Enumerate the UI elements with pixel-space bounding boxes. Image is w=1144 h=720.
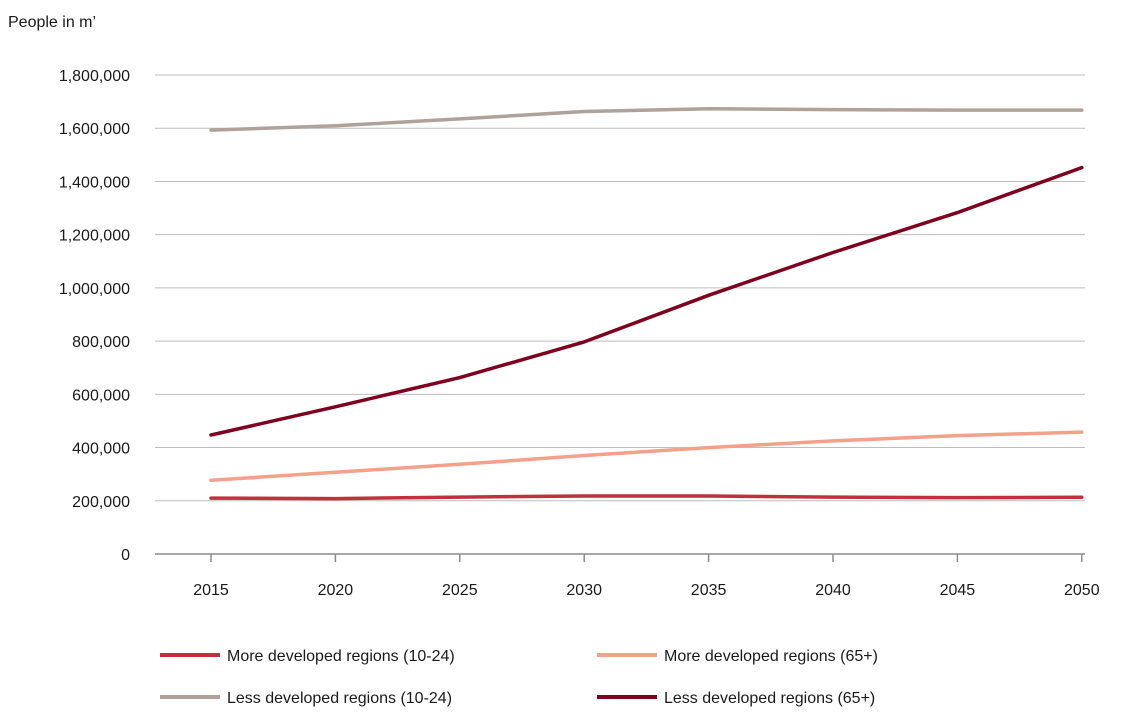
- data-point: [583, 110, 586, 113]
- legend-item: More developed regions (65+): [597, 648, 878, 665]
- data-point: [458, 495, 461, 499]
- data-point: [334, 124, 337, 128]
- legend-label: More developed regions (65+): [664, 648, 878, 665]
- x-tick-label: 2035: [691, 582, 727, 599]
- data-point: [956, 434, 959, 437]
- data-point: [209, 479, 213, 482]
- legend-label: More developed regions (10-24): [227, 648, 455, 665]
- data-point: [209, 496, 213, 500]
- series-line-1: [209, 494, 1084, 501]
- data-point: [458, 117, 461, 121]
- data-point: [1080, 496, 1084, 499]
- data-point: [458, 463, 461, 466]
- y-tick-label: 800,000: [72, 334, 130, 351]
- data-point: [1080, 108, 1084, 112]
- data-point: [583, 454, 586, 457]
- y-tick-label: 1,600,000: [59, 121, 130, 138]
- data-point: [334, 405, 337, 409]
- series-line-2: [209, 430, 1084, 483]
- y-tick-label: 200,000: [72, 494, 130, 511]
- data-point: [831, 495, 835, 499]
- data-point: [831, 108, 835, 111]
- y-tick-label: 0: [121, 547, 130, 564]
- x-tick-label: 2050: [1064, 582, 1100, 599]
- legend: More developed regions (10-24) More devel…: [160, 648, 878, 707]
- data-point: [1080, 166, 1084, 169]
- legend-item: Less developed regions (65+): [597, 690, 875, 707]
- x-tick-label: 2045: [940, 582, 976, 599]
- series-line-4: [209, 165, 1084, 437]
- y-tick-label: 600,000: [72, 387, 130, 404]
- y-axis-ticks: 0 200,000 400,000 600,000 800,000 1,000,000 1,…: [59, 68, 130, 564]
- legend-label: Less developed regions (10-24): [227, 690, 452, 707]
- data-point: [334, 471, 337, 474]
- data-point: [583, 340, 586, 344]
- data-point: [707, 446, 710, 449]
- x-axis: 2015 2020 2025 2030 2035 2040 2045 2050: [155, 553, 1100, 599]
- data-point: [956, 108, 959, 112]
- data-point: [583, 494, 586, 498]
- data-point: [1080, 430, 1084, 434]
- data-point: [458, 376, 461, 379]
- legend-item: More developed regions (10-24): [160, 648, 455, 665]
- data-point: [334, 497, 337, 500]
- y-tick-label: 400,000: [72, 441, 130, 458]
- data-point: [956, 496, 959, 499]
- x-tick-label: 2040: [815, 582, 851, 599]
- data-point: [956, 211, 959, 214]
- data-point: [209, 433, 213, 437]
- x-tick-label: 2025: [442, 582, 478, 599]
- gridlines: [155, 74, 1085, 502]
- series-lines: [209, 107, 1084, 501]
- x-tick-label: 2030: [566, 582, 602, 599]
- y-tick-label: 1,000,000: [59, 281, 130, 298]
- data-point: [707, 494, 710, 498]
- legend-item: Less developed regions (10-24): [160, 690, 452, 707]
- data-point: [707, 294, 710, 297]
- legend-label: Less developed regions (65+): [664, 690, 875, 707]
- y-tick-label: 1,800,000: [59, 68, 130, 85]
- data-point: [707, 107, 710, 110]
- series-line-3: [209, 107, 1084, 132]
- y-axis-title: People in m’: [8, 14, 97, 31]
- x-tick-label: 2020: [318, 582, 354, 599]
- y-tick-label: 1,400,000: [59, 174, 130, 191]
- x-tick-label: 2015: [193, 582, 229, 599]
- data-point: [831, 251, 835, 254]
- data-point: [209, 128, 213, 132]
- y-tick-label: 1,200,000: [59, 228, 130, 245]
- data-point: [831, 439, 835, 443]
